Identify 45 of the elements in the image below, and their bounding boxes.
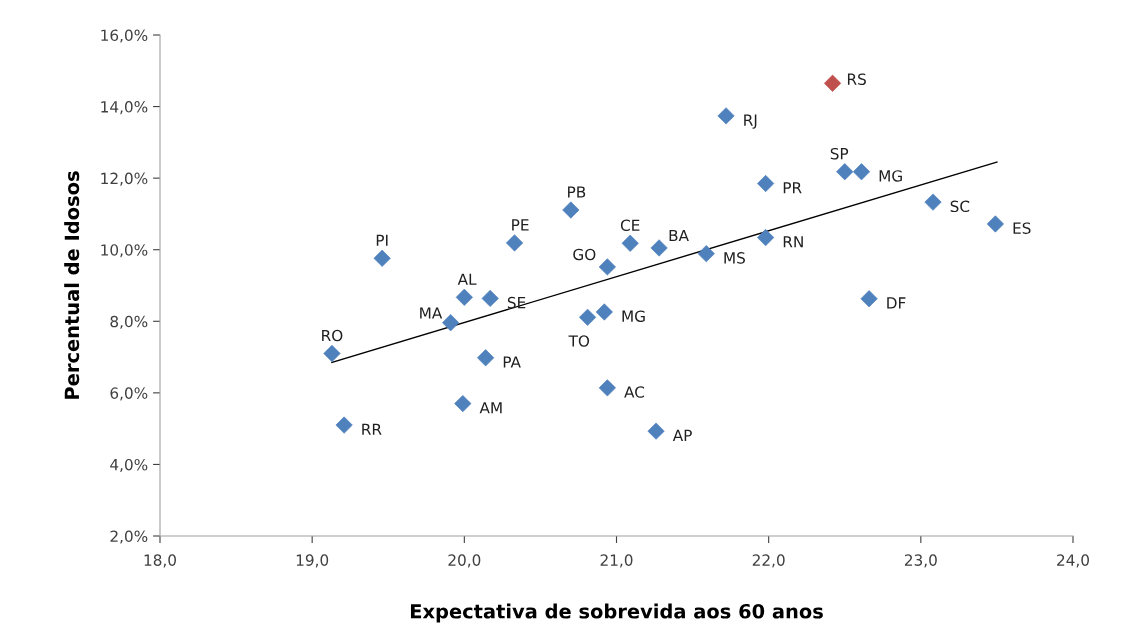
annotation: RO	[322, 329, 343, 342]
annotation: PB	[568, 186, 586, 198]
annotation: RJ	[744, 114, 757, 129]
annotation: SE	[507, 296, 526, 309]
y-tick-label: 2,0%	[110, 530, 148, 544]
annotation: AL	[457, 273, 477, 285]
annotation: GO	[573, 248, 596, 261]
annotation: PA	[503, 356, 521, 368]
annotation: RN	[783, 236, 803, 248]
annotation: BA	[669, 229, 689, 242]
y-tick-label: 12,0%	[101, 172, 148, 186]
y-tick-label: 4,0%	[110, 458, 148, 473]
x-tick-label: 22,0	[752, 554, 785, 568]
annotation: MA	[420, 307, 443, 319]
annotation: RR	[362, 423, 382, 435]
point	[924, 193, 942, 211]
annotation: CE	[620, 219, 640, 232]
x-tick-label: 24,0	[1057, 554, 1089, 568]
x-tick-label: 18,0	[144, 554, 176, 568]
y-tick-label: 10,0%	[101, 244, 148, 258]
annotation: SC	[950, 200, 970, 213]
annotation: MS	[724, 252, 745, 264]
y-tick-label: 16,0%	[101, 29, 148, 43]
annotation: PI	[376, 234, 388, 246]
y-axis-title: Percentual de Idosos	[64, 171, 80, 399]
annotation: PE	[512, 219, 529, 231]
annotation: ES	[1013, 222, 1031, 234]
x-tick-label: 23,0	[904, 554, 937, 568]
x-axis-title: Expectativa de sobrevida aos 60 anos	[410, 603, 823, 623]
annotation: SP	[830, 147, 849, 160]
x-tick-label: 19,0	[296, 554, 329, 568]
annotation: MG	[622, 310, 645, 322]
y-tick-label: 14,0%	[101, 101, 148, 115]
annotation: AP	[672, 429, 692, 441]
annotation: PR	[783, 182, 802, 194]
annotation: TO	[568, 335, 590, 347]
x-tick-label: 21,0	[600, 554, 633, 568]
annotation: DF	[887, 297, 906, 309]
annotation: AM	[479, 402, 502, 414]
y-tick-label: 8,0%	[110, 315, 148, 329]
x-tick-label: 20,0	[448, 554, 481, 568]
annotation: MG	[879, 170, 902, 182]
annotation: AC	[624, 386, 645, 398]
y-tick-label: 6,0%	[110, 387, 148, 401]
annotation: RS	[847, 73, 866, 85]
